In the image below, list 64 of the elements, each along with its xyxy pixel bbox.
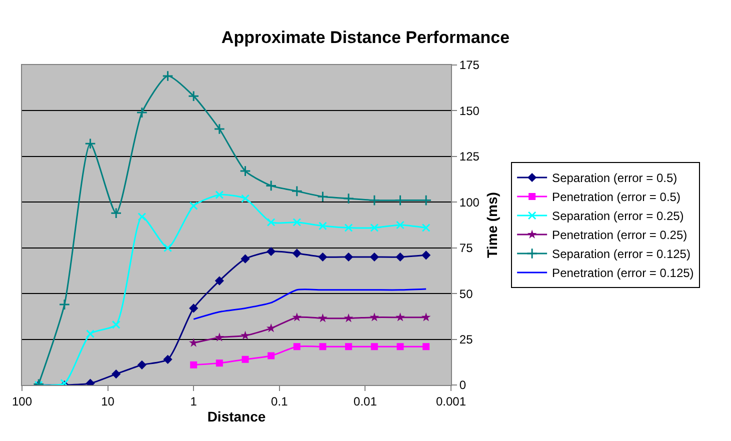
point (266, 246, 276, 256)
point (136, 106, 148, 118)
x-axis-title: Distance (207, 408, 266, 425)
point (265, 180, 277, 192)
point (214, 276, 224, 286)
x-tick-label: 0.01 (354, 394, 378, 408)
x-tick-label: 1 (190, 394, 198, 408)
x-tick-label: 0.1 (271, 394, 288, 408)
y-tick-label: 25 (459, 332, 474, 346)
point (344, 223, 353, 232)
x-tick-label: 100 (12, 394, 32, 408)
y-tick-label: 0 (459, 378, 466, 392)
chart-title: Approximate Distance Performance (221, 28, 510, 47)
y-tick-label: 100 (459, 195, 480, 210)
point (422, 223, 430, 232)
point (344, 252, 354, 262)
point (370, 223, 379, 232)
point (240, 165, 251, 177)
legend-label: Penetration (error = 0.25) (552, 228, 688, 242)
point (266, 218, 276, 227)
legend-label: Separation (error = 0.5) (552, 171, 678, 186)
point (240, 254, 250, 264)
point (292, 248, 302, 258)
point (396, 252, 405, 262)
line-series (192, 288, 427, 320)
point (214, 123, 226, 135)
x-tick-label: 0.001 (436, 394, 466, 408)
point (84, 138, 96, 150)
point (138, 212, 146, 222)
point (58, 298, 70, 310)
point (291, 186, 303, 197)
point (189, 304, 198, 313)
point (422, 250, 431, 260)
point (215, 190, 224, 200)
point (162, 70, 174, 82)
point (317, 191, 328, 202)
legend-label: Separation (error = 0.125) (552, 247, 690, 262)
point (318, 222, 327, 230)
y-axis-title: Time (ms) (484, 192, 500, 258)
y-tick-label: 125 (459, 150, 480, 164)
point (110, 207, 122, 219)
legend-label: Separation (error = 0.25) (552, 209, 684, 224)
y-tick-label: 175 (459, 58, 480, 72)
y-tick-label: 150 (459, 104, 480, 118)
point (396, 220, 404, 230)
point (189, 202, 198, 210)
point (370, 252, 379, 262)
point (86, 330, 95, 338)
point (163, 354, 172, 364)
x-tick-label: 10 (101, 394, 115, 408)
y-tick-label: 50 (459, 286, 474, 301)
point (112, 320, 120, 329)
y-tick-label: 75 (459, 241, 474, 256)
point (241, 194, 250, 203)
point (164, 244, 172, 252)
point (188, 90, 200, 102)
point (112, 369, 121, 379)
point (137, 360, 146, 370)
point (318, 252, 328, 262)
legend-label: Penetration (error = 0.5) (552, 190, 680, 204)
point (292, 218, 302, 227)
point (368, 194, 380, 206)
legend-label: Penetration (error = 0.125) (552, 266, 694, 280)
point (342, 192, 354, 204)
